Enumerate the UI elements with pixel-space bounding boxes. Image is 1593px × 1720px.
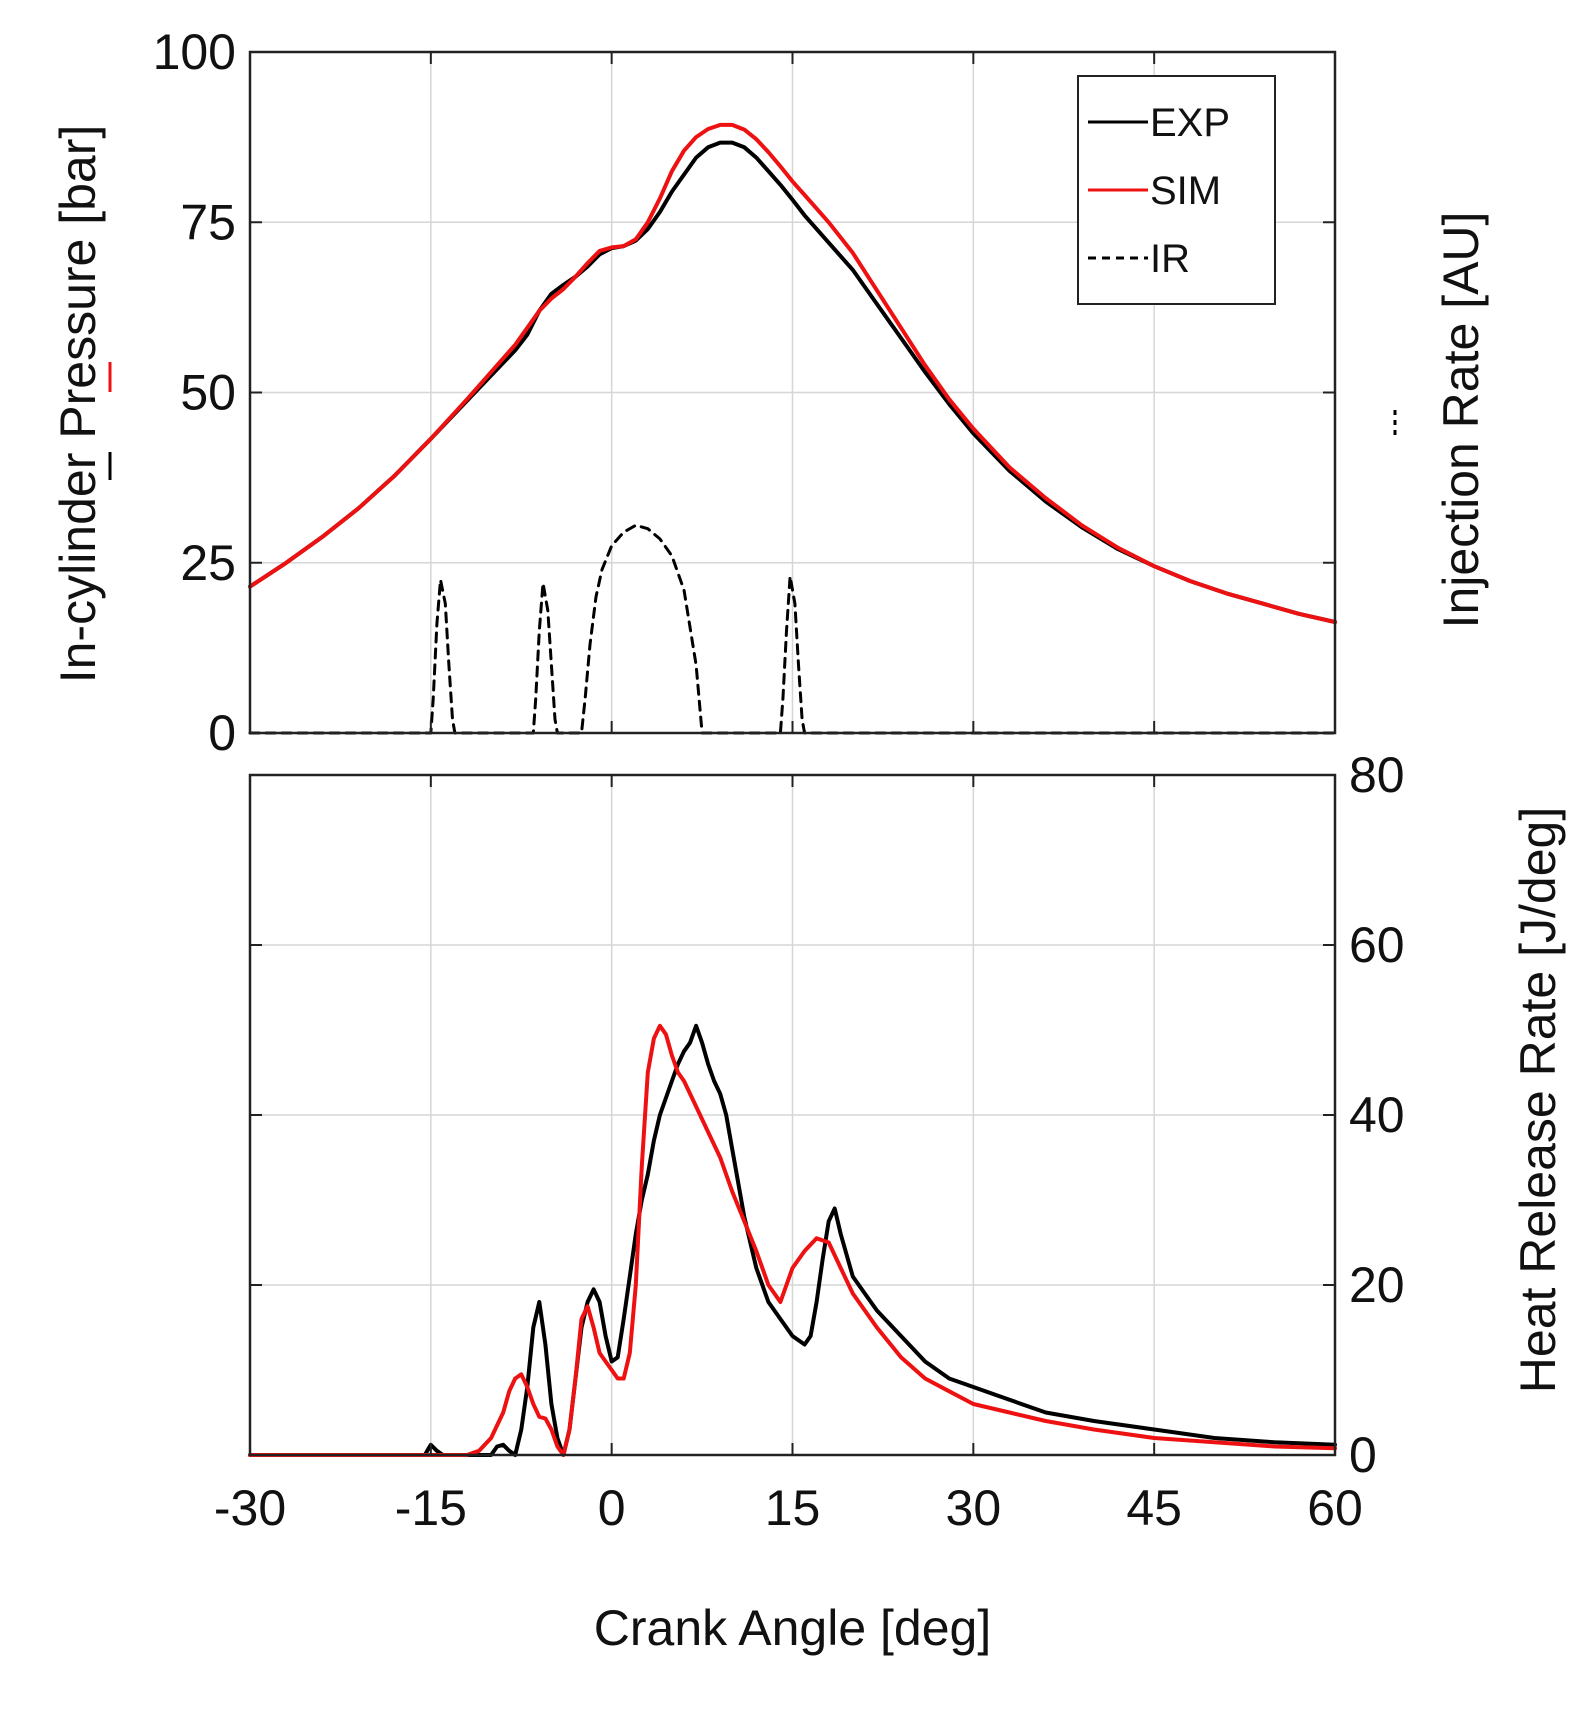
top-ytick-label: 75 (180, 194, 236, 250)
x-tick-label: 45 (1126, 1480, 1182, 1536)
x-tick-label: 30 (946, 1480, 1002, 1536)
bottom-series-sim (248, 1023, 1337, 1457)
top-series (248, 122, 1337, 735)
x-tick-labels: -30 -15 0 15 30 45 60 (214, 1480, 1363, 1536)
x-tick-label: -30 (214, 1480, 286, 1536)
top-ytick-label: 0 (208, 705, 236, 761)
bottom-ytick-label: 80 (1349, 747, 1405, 803)
x-axis-label: Crank Angle [deg] (594, 1600, 992, 1656)
top-ytick-label: 25 (180, 535, 236, 591)
bottom-ytick-label: 20 (1349, 1257, 1405, 1313)
bottom-ytick-labels: 0 20 40 60 80 (1349, 747, 1405, 1483)
top-ytick-labels: 0 25 50 75 100 (153, 24, 236, 761)
x-tick-label: 0 (598, 1480, 626, 1536)
legend-label-sim: SIM (1150, 169, 1221, 213)
top-series-sim (248, 122, 1337, 624)
top-panel: 0 25 50 75 100 EXP SIM IR In-cylinder Pressu… (50, 24, 1489, 761)
x-tick-label: 15 (765, 1480, 821, 1536)
bottom-panel: 0 20 40 60 80 -30 -15 0 15 30 45 60 Heat Release R… (214, 747, 1566, 1536)
y-axis-label-injection-rate: Injection Rate [AU] (1433, 212, 1489, 629)
bottom-ytick-label: 40 (1349, 1087, 1405, 1143)
bottom-ytick-label: 0 (1349, 1427, 1377, 1483)
top-ticks (249, 51, 1336, 734)
bottom-ticks (249, 774, 1336, 1456)
top-series-exp (248, 140, 1337, 624)
x-tick-label: -15 (395, 1480, 467, 1536)
x-tick-label: 60 (1307, 1480, 1363, 1536)
bottom-grid (249, 774, 1336, 1456)
top-series-ir (248, 523, 1337, 735)
legend-label-exp: EXP (1150, 101, 1230, 145)
bottom-ytick-label: 60 (1349, 917, 1405, 973)
bottom-series (248, 1023, 1337, 1457)
legend: EXP SIM IR (1077, 75, 1276, 305)
bottom-series-exp (248, 1023, 1337, 1457)
y-axis-label-pressure: In-cylinder Pressure [bar] (50, 125, 106, 684)
top-ytick-label: 100 (153, 24, 236, 80)
y-axis-label-heat-release: Heat Release Rate [J/deg] (1510, 807, 1566, 1393)
legend-label-ir: IR (1150, 237, 1190, 281)
top-ytick-label: 50 (180, 365, 236, 421)
